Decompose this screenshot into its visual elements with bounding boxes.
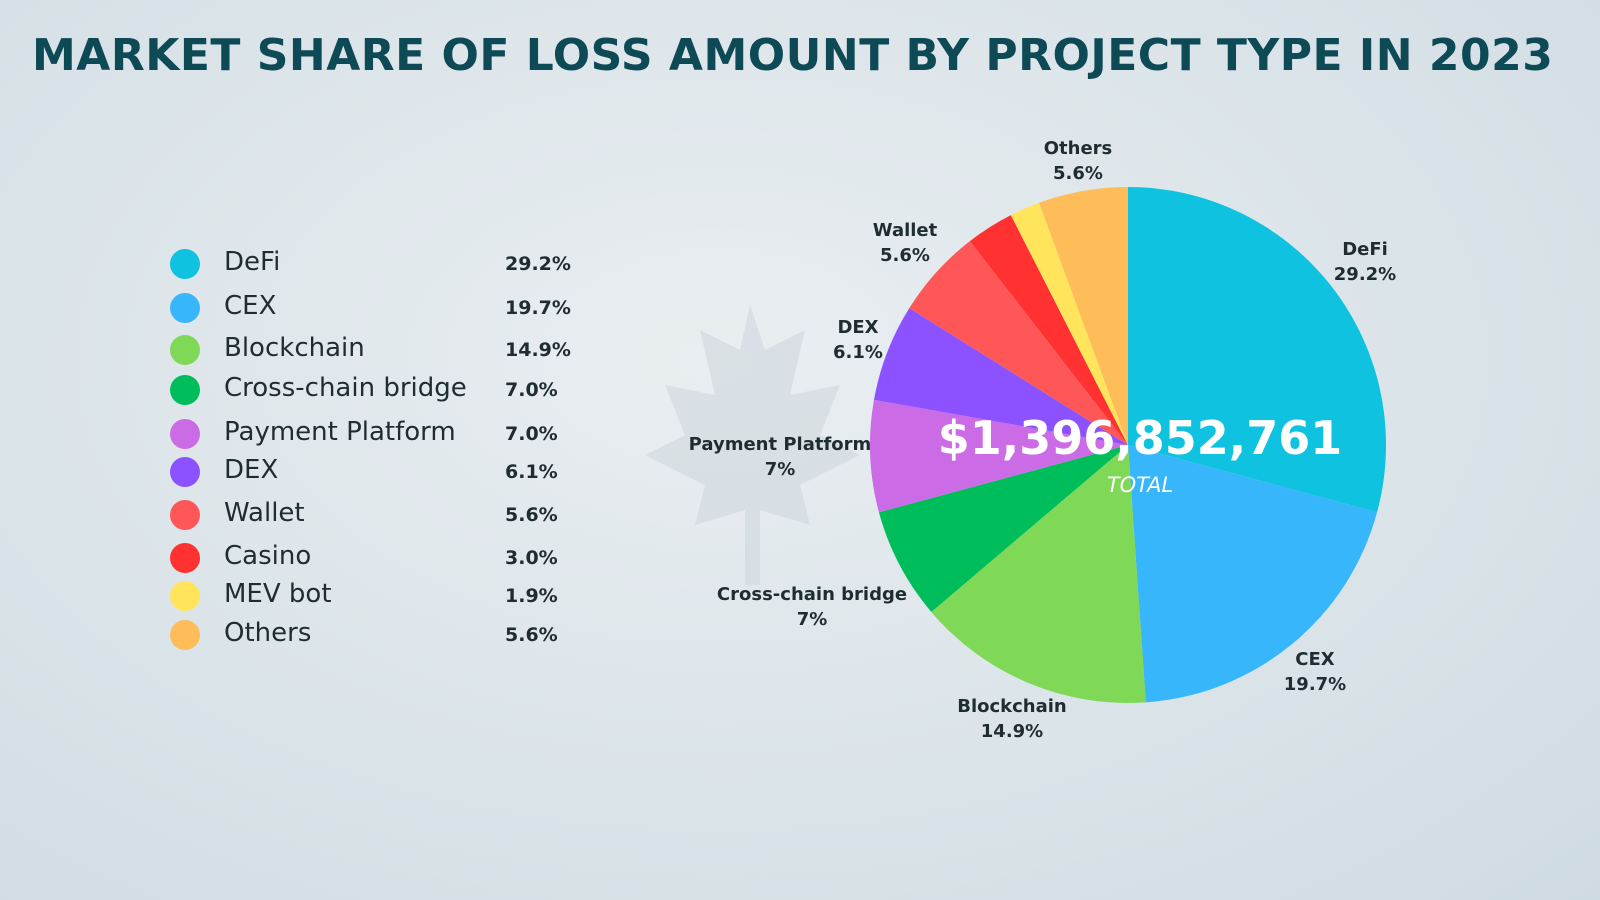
legend-swatch	[170, 419, 200, 449]
legend-swatch	[170, 335, 200, 365]
legend-value: 7.0%	[505, 423, 558, 445]
legend-label: Payment Platform	[224, 417, 456, 447]
legend-value: 19.7%	[505, 297, 571, 319]
legend-item-others: Others 5.6%	[170, 616, 590, 650]
legend-item-payment-platform: Payment Platform 7.0%	[170, 415, 590, 449]
pie-slice-payment-platform	[869, 399, 1128, 513]
legend-swatch	[170, 500, 200, 530]
legend-swatch	[170, 293, 200, 323]
legend-value: 5.6%	[505, 624, 558, 646]
legend-swatch	[170, 375, 200, 405]
legend-label: Casino	[224, 541, 312, 571]
legend-swatch	[170, 543, 200, 573]
pie-slice-cross-chain-bridge	[878, 445, 1128, 612]
legend-swatch	[170, 620, 200, 650]
pie-slice-blockchain	[931, 445, 1146, 703]
legend-swatch	[170, 581, 200, 611]
legend-swatch	[170, 249, 200, 279]
legend-item-casino: Casino 3.0%	[170, 539, 590, 573]
legend-value: 5.6%	[505, 504, 558, 526]
legend-label: CEX	[224, 291, 277, 321]
legend-label: MEV bot	[224, 579, 332, 609]
pie-slice-wallet	[909, 241, 1128, 445]
slice-label-others: Others 5.6%	[1044, 138, 1113, 184]
legend-label: Blockchain	[224, 333, 365, 363]
slice-label-blockchain: Blockchain 14.9%	[957, 696, 1067, 742]
legend-value: 29.2%	[505, 253, 571, 275]
legend-label: DEX	[224, 455, 279, 485]
legend-item-dex: DEX 6.1%	[170, 453, 590, 487]
legend-value: 7.0%	[505, 379, 558, 401]
slice-label-cross-chain-bridge: Cross-chain bridge 7%	[717, 584, 907, 630]
legend-value: 14.9%	[505, 339, 571, 361]
legend-swatch	[170, 457, 200, 487]
pie-slice-mev-bot	[1010, 202, 1128, 445]
pie-slice-casino	[969, 215, 1128, 445]
pie-slice-defi	[1128, 187, 1387, 513]
pie-slice-cex	[1128, 445, 1378, 703]
page-title: MARKET SHARE OF LOSS AMOUNT BY PROJECT T…	[32, 30, 1554, 81]
legend-value: 1.9%	[505, 585, 558, 607]
maple-leaf-watermark-icon	[460, 154, 860, 755]
legend-value: 3.0%	[505, 547, 558, 569]
total-caption: TOTAL	[1107, 473, 1173, 497]
pie-slice-others	[1039, 187, 1128, 445]
legend-label: Others	[224, 618, 312, 648]
slice-label-wallet: Wallet 5.6%	[873, 220, 938, 266]
total-value: $1,396,852,761	[938, 411, 1343, 465]
pie-slice-dex	[873, 308, 1128, 445]
legend-item-mev-bot: MEV bot 1.9%	[170, 577, 590, 611]
legend-value: 6.1%	[505, 461, 558, 483]
legend-label: Cross-chain bridge	[224, 373, 467, 403]
slice-label-dex: DEX 6.1%	[833, 317, 883, 363]
slice-label-payment-platform: Payment Platform 7%	[689, 434, 872, 480]
slice-label-defi: DeFi 29.2%	[1334, 239, 1396, 285]
legend-item-cex: CEX 19.7%	[170, 289, 590, 323]
legend-item-blockchain: Blockchain 14.9%	[170, 331, 590, 365]
legend-label: DeFi	[224, 247, 281, 277]
slice-label-cex: CEX 19.7%	[1284, 649, 1346, 695]
legend-item-wallet: Wallet 5.6%	[170, 496, 590, 530]
legend-label: Wallet	[224, 498, 305, 528]
legend-item-defi: DeFi 29.2%	[170, 245, 590, 279]
legend-item-cross-chain-bridge: Cross-chain bridge 7.0%	[170, 371, 590, 405]
